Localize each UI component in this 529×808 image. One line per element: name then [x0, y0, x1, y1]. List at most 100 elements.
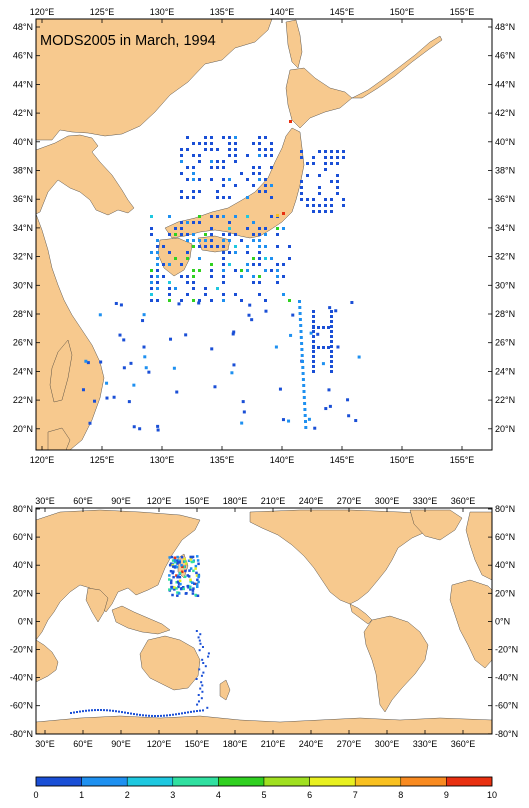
global-obs-point — [173, 559, 177, 563]
obs-point — [222, 275, 225, 278]
global-obs-point — [191, 589, 195, 592]
regional-lat-label-right: 30°N — [495, 280, 515, 290]
obs-point — [324, 156, 327, 159]
obs-point — [330, 330, 333, 333]
regional-lat-label-right: 32°N — [495, 252, 515, 262]
obs-point — [98, 313, 102, 317]
obs-point — [210, 269, 213, 272]
global-obs-point — [170, 587, 174, 590]
obs-point — [300, 198, 303, 201]
global-obs-point — [200, 681, 203, 684]
obs-point — [210, 227, 213, 230]
global-obs-point — [180, 564, 183, 567]
regional-map-title: MODS2005 in March, 1994 — [40, 33, 216, 49]
regional-lat-label-left: 22°N — [13, 395, 33, 405]
global-obs-point — [171, 563, 174, 567]
obs-point — [210, 136, 213, 139]
global-obs-point — [106, 709, 108, 712]
global-map: 30°E 60°E 90°E 120°E 150°E 180°E 210°E 240°E 270… — [10, 496, 518, 749]
global-obs-point — [201, 658, 204, 661]
colorbar-label: 6 — [307, 790, 312, 800]
obs-point — [270, 257, 273, 260]
obs-point — [299, 330, 303, 333]
global-obs-point — [194, 564, 198, 568]
regional-title-box: MODS2005 in March, 1994 — [40, 33, 216, 49]
obs-point — [180, 221, 183, 224]
obs-point — [222, 239, 225, 242]
obs-point — [129, 361, 133, 365]
colorbar-segment — [263, 776, 310, 787]
obs-point — [270, 154, 273, 157]
regional-lat-label-left: 44°N — [13, 79, 33, 89]
global-obs-point — [118, 710, 120, 713]
obs-point — [168, 299, 171, 302]
colorbar-segment — [35, 776, 82, 787]
land-new-zealand — [219, 679, 231, 701]
obs-point — [168, 287, 171, 290]
colorbar-segment — [400, 776, 447, 787]
obs-point — [234, 136, 237, 139]
obs-point — [324, 407, 328, 411]
obs-point — [192, 245, 195, 248]
global-lon-label-top: 150°E — [185, 496, 210, 506]
global-lat-label-right: 40°N — [495, 560, 515, 570]
obs-point — [312, 330, 315, 333]
global-map-land — [35, 509, 493, 735]
regional-lat-label-left: 20°N — [13, 424, 33, 434]
obs-point — [156, 281, 159, 284]
global-obs-point — [196, 594, 200, 598]
obs-point — [258, 148, 261, 151]
global-obs-point — [175, 713, 177, 716]
obs-point — [258, 154, 261, 157]
global-obs-point — [196, 585, 199, 589]
global-obs-point — [192, 560, 195, 564]
regional-lat-label-left: 34°N — [13, 223, 33, 233]
obs-point — [156, 428, 160, 432]
obs-point — [234, 245, 237, 248]
obs-point — [228, 233, 231, 236]
global-obs-point — [196, 710, 198, 713]
global-obs-point — [170, 585, 173, 589]
obs-point — [252, 275, 255, 278]
obs-point — [150, 281, 153, 284]
obs-point — [258, 172, 261, 175]
global-obs-point — [199, 642, 202, 645]
obs-point — [210, 263, 213, 266]
regional-lat-label-right: 20°N — [495, 424, 515, 434]
obs-point — [168, 293, 171, 296]
obs-point — [252, 263, 255, 266]
regional-lat-label-right: 40°N — [495, 137, 515, 147]
global-obs-point — [179, 582, 182, 586]
obs-point — [132, 383, 136, 387]
regional-lat-label-right: 34°N — [495, 223, 515, 233]
obs-point — [258, 136, 261, 139]
obs-point — [330, 340, 333, 343]
global-obs-point — [189, 586, 192, 589]
regional-lat-label-right: 24°N — [495, 366, 515, 376]
land-africa-edge — [35, 639, 59, 683]
global-obs-point — [91, 709, 93, 712]
global-lon-label-bottom: 90°E — [111, 739, 131, 749]
obs-point — [180, 227, 183, 230]
obs-point — [169, 337, 173, 341]
land-kurils — [351, 35, 443, 99]
obs-point — [330, 345, 333, 348]
global-obs-point — [175, 574, 178, 577]
global-obs-point — [178, 579, 182, 583]
obs-point — [330, 310, 333, 313]
obs-point — [328, 404, 332, 408]
colorbar-label: 9 — [444, 790, 449, 800]
global-obs-point — [176, 591, 179, 594]
global-lon-label-bottom: 120°E — [147, 739, 172, 749]
obs-point — [252, 281, 255, 284]
obs-point — [222, 251, 225, 254]
colorbar-segment — [218, 776, 265, 787]
obs-point — [312, 210, 315, 213]
obs-point — [291, 313, 295, 317]
obs-point — [150, 293, 153, 296]
global-obs-point — [178, 571, 182, 575]
obs-point — [141, 319, 145, 323]
obs-point — [228, 221, 231, 224]
colorbar-segment — [172, 776, 219, 787]
global-obs-point — [197, 700, 200, 703]
